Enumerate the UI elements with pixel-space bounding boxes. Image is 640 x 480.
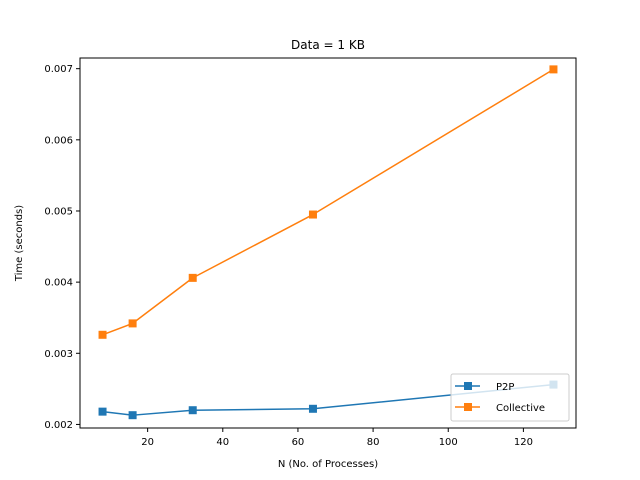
data-point-p2p (188, 406, 197, 415)
series-collective (98, 65, 558, 339)
y-tick-label: 0.005 (44, 206, 73, 217)
y-axis: 0.002 0.003 0.004 0.005 0.006 0.007 (44, 64, 80, 431)
y-tick-label: 0.002 (44, 420, 73, 431)
x-tick-label: 100 (439, 437, 458, 448)
data-point-p2p (308, 404, 317, 413)
x-tick-label: 80 (367, 437, 380, 448)
legend-label-collective: Collective (496, 403, 545, 414)
x-tick-label: 20 (141, 437, 154, 448)
y-tick-label: 0.007 (44, 64, 73, 75)
data-point-p2p (98, 407, 107, 416)
x-tick-label: 120 (514, 437, 533, 448)
data-point-collective (98, 330, 107, 339)
x-axis: 20 40 60 80 100 120 (141, 428, 533, 448)
data-point-collective (549, 65, 558, 74)
y-tick-label: 0.003 (44, 349, 73, 360)
legend-marker-p2p (464, 382, 472, 390)
x-axis-label: N (No. of Processes) (278, 459, 378, 470)
y-tick-label: 0.004 (44, 278, 73, 289)
legend-entry-collective: Collective (455, 403, 545, 414)
chart-title: Data = 1 KB (291, 38, 365, 52)
y-axis-label: Time (seconds) (14, 205, 25, 282)
x-tick-label: 40 (216, 437, 229, 448)
legend-label-p2p: P2P (496, 382, 514, 393)
y-tick-label: 0.006 (44, 135, 73, 146)
plot-frame (79, 57, 577, 429)
data-point-collective (188, 273, 197, 282)
data-point-collective (128, 319, 137, 328)
legend-marker-collective (464, 403, 472, 411)
legend-box (450, 373, 570, 422)
legend: P2P Collective (450, 373, 570, 422)
data-point-collective (308, 210, 317, 219)
x-tick-label: 60 (292, 437, 305, 448)
data-point-p2p (128, 411, 137, 420)
legend-entry-p2p: P2P (455, 382, 514, 393)
